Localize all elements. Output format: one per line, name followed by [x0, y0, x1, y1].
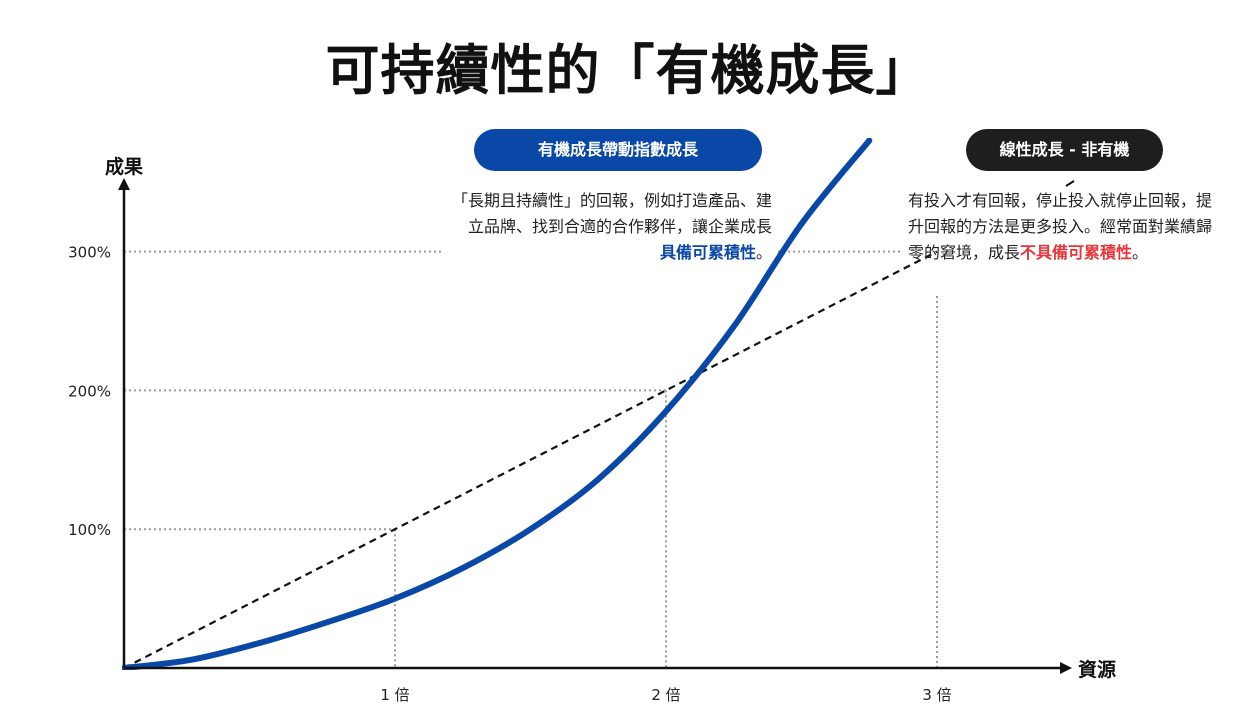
- y-axis-label: 成果: [105, 155, 143, 178]
- y-tick-label: 200%: [68, 382, 111, 400]
- organic-note-highlight: 具備可累積性: [659, 243, 756, 262]
- y-axis-arrow: [118, 178, 130, 190]
- organic-growth-note: 「長期且持續性」的回報，例如打造產品、建立品牌、找到合適的合作夥伴，讓企業成長具…: [452, 188, 772, 266]
- page-title: 可持續性的「有機成長」: [325, 39, 931, 102]
- x-tick-label: 2 倍: [651, 686, 680, 704]
- linear-note-highlight: 不具備可累積性: [1020, 243, 1133, 262]
- y-tick-label: 100%: [68, 521, 111, 539]
- organic-growth-pill: 有機成長帶動指數成長: [474, 129, 762, 171]
- linear-growth-line: [123, 250, 938, 669]
- x-axis-arrow: [1060, 662, 1072, 674]
- linear-note-text: 有投入才有回報，停止投入就停止回報，提升回報的方法是更多投入。經常面對業績歸零的…: [908, 191, 1213, 262]
- organic-note-text: 「長期且持續性」的回報，例如打造產品、建立品牌、找到合適的合作夥伴，讓企業成長: [452, 191, 773, 236]
- organic-note-end: 。: [755, 243, 772, 262]
- linear-growth-note: 有投入才有回報，停止投入就停止回報，提升回報的方法是更多投入。經常面對業績歸零的…: [908, 188, 1226, 266]
- y-tick-label: 300%: [68, 244, 111, 262]
- x-tick-label: 3 倍: [922, 686, 951, 704]
- linear-note-end: 。: [1132, 243, 1149, 262]
- organic-growth-curve: [122, 138, 873, 670]
- connector-mark: [1065, 180, 1075, 187]
- x-tick-label: 1 倍: [380, 686, 409, 704]
- linear-growth-pill: 線性成長 - 非有機: [966, 129, 1163, 171]
- x-axis-label: 資源: [1078, 658, 1116, 681]
